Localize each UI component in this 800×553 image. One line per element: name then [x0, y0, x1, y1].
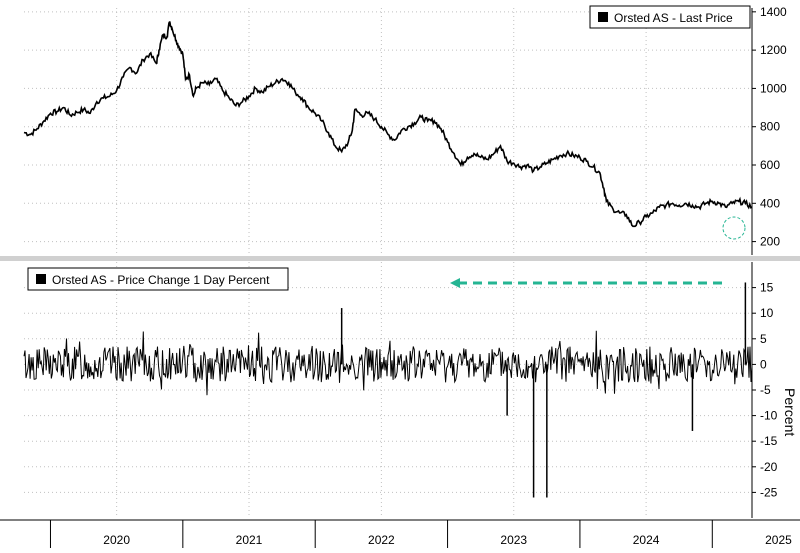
change-axis: 15 10 5 0 -5 -10 -15 -20 -25 [751, 262, 778, 518]
change-tick-label: -5 [760, 383, 771, 397]
price-series [23, 21, 753, 228]
change-tick-label: -25 [760, 485, 778, 499]
change-grid [24, 262, 752, 518]
change-tick-label: -20 [760, 460, 778, 474]
change-tick-label: 0 [760, 357, 767, 371]
change-tick-label: 15 [760, 281, 774, 295]
change-tick-label: 5 [760, 332, 767, 346]
price-tick-label: 600 [760, 158, 780, 172]
change-tick-label: -10 [760, 409, 778, 423]
x-tick-label: 2023 [500, 533, 527, 547]
price-tick-label: 800 [760, 120, 780, 134]
price-line [23, 21, 753, 228]
x-tick-label: 2025 [765, 533, 792, 547]
price-tick-label: 200 [760, 235, 780, 249]
change-legend-label: Orsted AS - Price Change 1 Day Percent [52, 273, 270, 287]
change-tick-label: 10 [760, 306, 774, 320]
change-line [23, 330, 753, 396]
x-tick-label: 2020 [103, 533, 130, 547]
price-grid [24, 8, 752, 255]
x-tick-label: 2022 [368, 533, 395, 547]
price-tick-label: 1000 [760, 81, 787, 95]
price-legend-label: Orsted AS - Last Price [614, 11, 733, 25]
price-tick-label: 1200 [760, 43, 787, 57]
x-axis: 2020 2021 2022 2023 2024 2025 [0, 519, 800, 548]
change-series [23, 282, 753, 498]
price-legend: Orsted AS - Last Price [589, 5, 751, 29]
price-tick-label: 400 [760, 196, 780, 210]
annotation [450, 216, 746, 288]
x-tick-label: 2021 [236, 533, 263, 547]
y-axis-label: Percent [782, 388, 798, 436]
change-legend: Orsted AS - Price Change 1 Day Percent [27, 267, 289, 291]
price-tick-label: 1400 [760, 5, 787, 19]
panel-divider [0, 256, 800, 261]
x-tick-label: 2024 [633, 533, 660, 547]
change-tick-label: -15 [760, 434, 778, 448]
price-axis: 200 400 600 800 1000 1200 1400 [751, 5, 787, 255]
